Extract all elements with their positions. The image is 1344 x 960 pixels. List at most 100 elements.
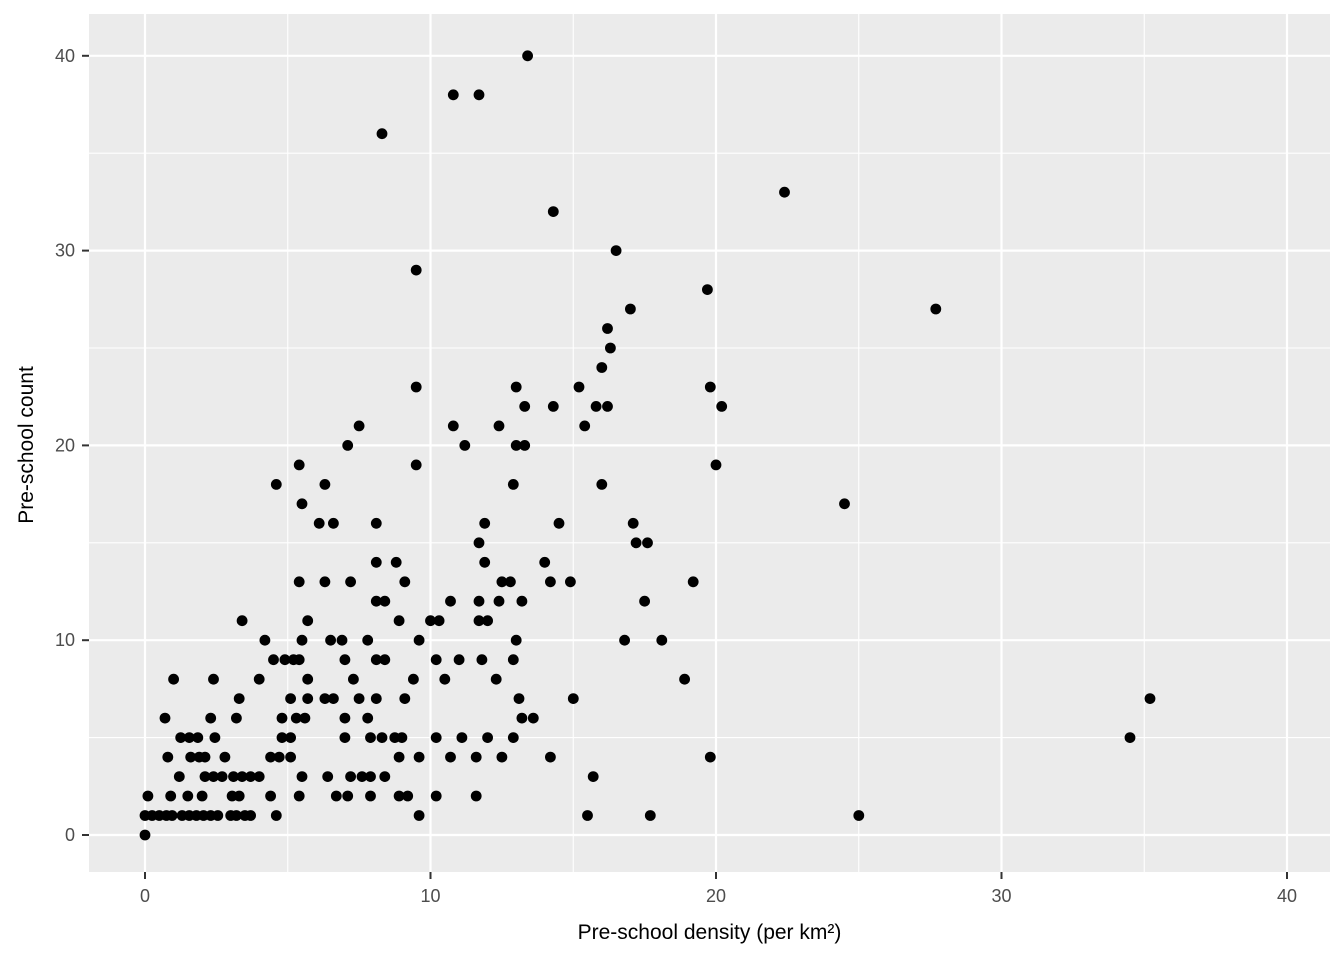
data-point [545,751,556,763]
data-point [393,751,405,763]
data-point [473,595,485,607]
data-point [642,537,653,549]
data-point [565,576,576,588]
data-point [185,751,197,763]
data-point [473,89,485,101]
data-point [342,790,354,802]
x-tick-label: 20 [706,886,726,906]
data-point [1124,732,1136,743]
data-point [473,537,485,549]
data-point [507,479,519,490]
y-axis-title: Pre-school count [15,366,38,524]
x-tick-label: 0 [140,886,150,906]
data-point [139,829,151,841]
data-point [296,771,308,782]
data-point [482,615,493,627]
data-point [362,634,374,646]
data-point [348,673,359,685]
data-point [376,128,388,140]
data-point [413,751,425,763]
data-point [339,732,351,743]
data-point [236,615,248,627]
data-point [159,712,171,724]
data-point [510,440,522,451]
data-point [319,479,331,490]
data-point [516,712,528,724]
data-point [253,673,265,685]
data-point [196,790,208,802]
data-point [245,771,256,782]
data-point [356,771,368,782]
data-point [516,595,528,607]
data-point [253,771,265,782]
data-point [596,362,608,373]
data-point [293,459,305,471]
data-point [445,595,456,607]
data-point [510,634,522,646]
data-point [519,440,531,451]
data-point [433,615,445,627]
data-point [496,576,508,588]
data-point [208,771,219,782]
data-point [459,440,471,451]
data-point [365,771,376,782]
data-point [430,654,442,666]
data-point [379,595,391,607]
data-point [299,712,311,724]
data-point [456,732,468,743]
data-point [605,342,616,354]
data-point [716,401,728,412]
data-point [430,732,442,743]
data-point [930,303,942,315]
data-point [245,810,256,821]
data-point [505,576,516,588]
data-point [290,712,302,724]
data-point [704,381,716,393]
data-point [302,673,314,685]
y-tick-label: 30 [55,241,75,261]
data-point [553,517,565,529]
data-point [231,810,242,821]
data-point [370,595,382,607]
data-point [182,790,194,802]
grid-major [89,14,1330,872]
data-point [539,556,551,568]
data-point [379,654,391,666]
data-point [313,517,325,529]
data-point [339,712,351,724]
data-point [173,771,185,782]
data-point [325,634,336,646]
data-point [853,810,865,821]
data-point [470,790,482,802]
data-point [510,381,522,393]
data-point [319,576,331,588]
data-point [439,673,451,685]
data-point [328,693,339,704]
data-point [345,576,356,588]
data-point [231,712,242,724]
data-point [702,284,713,295]
data-point [476,654,488,666]
y-tick-labels: 0 10 20 30 40 [55,46,75,845]
data-point [639,595,650,607]
data-point [362,712,374,724]
data-point [413,634,425,646]
data-point [192,732,204,743]
data-point [399,576,411,588]
data-point [482,732,493,743]
data-point [219,751,231,763]
data-point [293,790,305,802]
grid-minor [89,14,1330,872]
data-point [410,459,422,471]
data-point [710,459,722,471]
data-point [302,693,314,704]
data-point [507,732,519,743]
plot-panel [89,14,1330,872]
data-point [396,732,408,743]
data-point [579,420,591,432]
data-point [522,50,533,62]
data-point [430,790,442,802]
data-point [199,771,211,782]
data-point [779,186,790,198]
